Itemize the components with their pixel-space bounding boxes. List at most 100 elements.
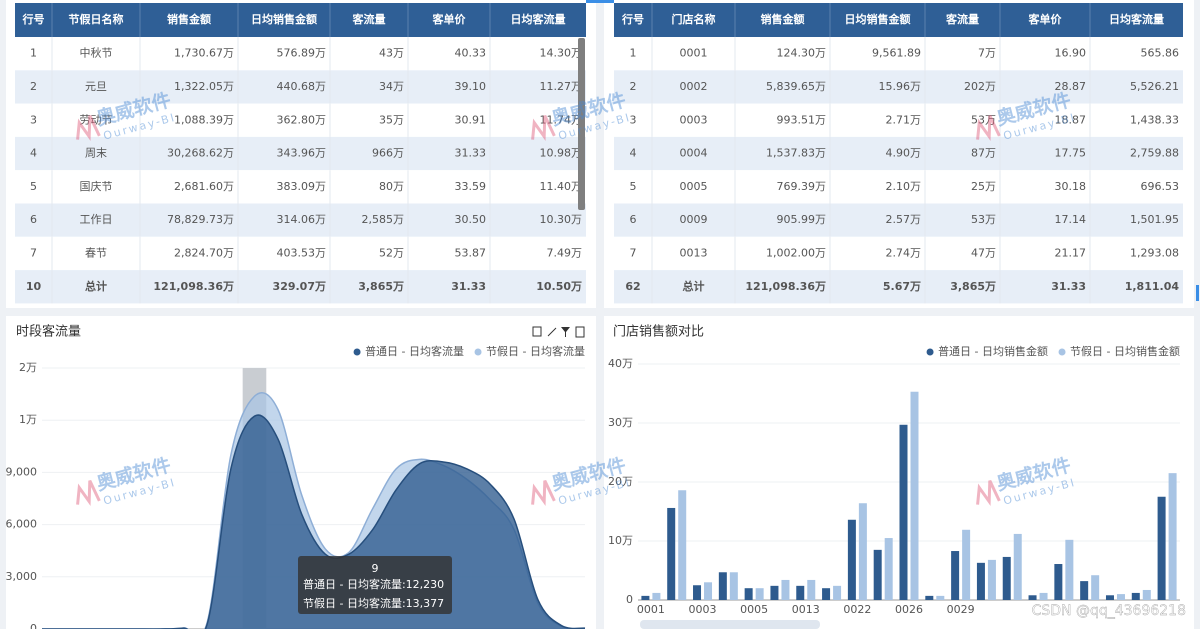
cell: 2.10万: [886, 180, 922, 193]
cell: 28.87: [1055, 80, 1087, 93]
cell: 696.53: [1141, 180, 1180, 193]
bar: [718, 572, 727, 600]
cell: 6: [630, 213, 637, 226]
bar: [807, 579, 816, 600]
bar: [1080, 581, 1089, 600]
header-cell: 日均客流量: [511, 12, 566, 26]
x-tick-label: 0026: [895, 603, 923, 616]
cell: 35万: [379, 113, 404, 126]
bar: [1157, 496, 1166, 600]
bar: [729, 572, 738, 600]
cell: 4: [630, 147, 637, 160]
cell: 1,293.08: [1130, 246, 1179, 259]
cell: 2.57万: [886, 213, 922, 226]
cell: 2: [30, 80, 37, 93]
cell: 905.99万: [777, 213, 827, 226]
cell: 403.53万: [277, 246, 327, 259]
cell: 7.49万: [547, 246, 583, 259]
header-cell: 销售金额: [167, 12, 211, 26]
bar: [1065, 539, 1074, 600]
bar: [704, 582, 713, 600]
total-cell: 121,098.36万: [153, 280, 234, 293]
cell: 周末: [85, 146, 107, 160]
cell: 15.96万: [879, 80, 922, 93]
cell: 10.98万: [540, 147, 583, 160]
bar: [936, 595, 945, 600]
cell: 39.10: [455, 80, 487, 93]
cell: 30,268.62万: [167, 147, 234, 160]
bar: [755, 588, 764, 600]
expand-icon[interactable]: [547, 327, 557, 337]
x-tick-label: 0013: [792, 603, 820, 616]
filter-icon[interactable]: [561, 327, 570, 337]
cell: 1: [30, 47, 37, 60]
y-tick-label: 1万: [19, 413, 37, 426]
bar: [744, 588, 753, 600]
header-cell: 销售金额: [761, 12, 805, 26]
header-cell: 客单价: [1028, 12, 1063, 26]
cell: 576.89万: [277, 47, 327, 60]
bar: [976, 562, 985, 600]
cell: 7: [30, 246, 37, 259]
cell: 2,585万: [362, 213, 405, 226]
bar: [1131, 592, 1140, 600]
bar: [873, 549, 882, 600]
legend-marker: [474, 348, 482, 356]
total-cell: 62: [625, 280, 640, 293]
total-row-bg: [614, 270, 1183, 304]
total-cell: 329.07万: [273, 280, 326, 293]
resize-handle[interactable]: [586, 0, 614, 3]
row-bg: [614, 70, 1183, 104]
cell: 30.50: [455, 213, 487, 226]
export-icon[interactable]: [575, 326, 585, 338]
cell: 1,322.05万: [174, 80, 234, 93]
total-cell: 总计: [85, 279, 107, 293]
watermark-logo: [531, 480, 556, 507]
cell: 21.17: [1055, 246, 1087, 259]
cell: 11.74万: [540, 113, 583, 126]
legend-marker: [926, 348, 934, 356]
legend-label: 普通日 - 日均客流量: [365, 344, 464, 358]
header-cell: 节假日名称: [69, 12, 124, 26]
cell: 30.91: [455, 113, 487, 126]
cell: 383.09万: [277, 180, 327, 193]
cell: 0005: [680, 180, 708, 193]
cell: 劳动节: [80, 113, 113, 126]
header-cell: 行号: [22, 12, 45, 26]
header-cell: 行号: [621, 12, 644, 26]
total-cell: 3,865万: [950, 280, 996, 293]
table-icon[interactable]: [532, 326, 542, 337]
cell: 47万: [971, 246, 996, 259]
legend-marker: [353, 348, 361, 356]
total-cell: 10: [26, 280, 42, 293]
watermark-logo: [76, 480, 101, 507]
cell: 53万: [971, 113, 996, 126]
header-cell: 门店名称: [672, 12, 716, 26]
slider[interactable]: [640, 620, 820, 629]
cell: 43万: [379, 47, 404, 60]
row-bg: [614, 103, 1183, 137]
tooltip-line: 节假日 - 日均客流量:13,377: [303, 596, 444, 610]
cell: 362.80万: [277, 113, 327, 126]
y-tick-label: 6,000: [6, 518, 38, 531]
header-cell: 日均客流量: [1109, 12, 1164, 26]
resize-handle[interactable]: [1196, 285, 1199, 301]
bar: [1142, 589, 1151, 600]
cell: 440.68万: [277, 80, 327, 93]
total-cell: 3,865万: [358, 280, 404, 293]
cell: 2: [630, 80, 637, 93]
bar: [1002, 556, 1011, 600]
cell: 1,730.67万: [174, 47, 234, 60]
legend-label: 普通日 - 日均销售金额: [938, 344, 1048, 358]
row-bg: [15, 37, 586, 71]
legend-label: 节假日 - 日均客流量: [486, 344, 585, 358]
y-tick-label: 9,000: [6, 465, 38, 478]
bar: [693, 585, 702, 600]
y-tick-label: 0: [626, 593, 633, 606]
y-tick-label: 20万: [608, 475, 633, 488]
scrollbar[interactable]: [578, 38, 585, 210]
cell: 9,561.89: [872, 47, 921, 60]
bar: [667, 507, 676, 600]
cell: 2.71万: [886, 113, 922, 126]
